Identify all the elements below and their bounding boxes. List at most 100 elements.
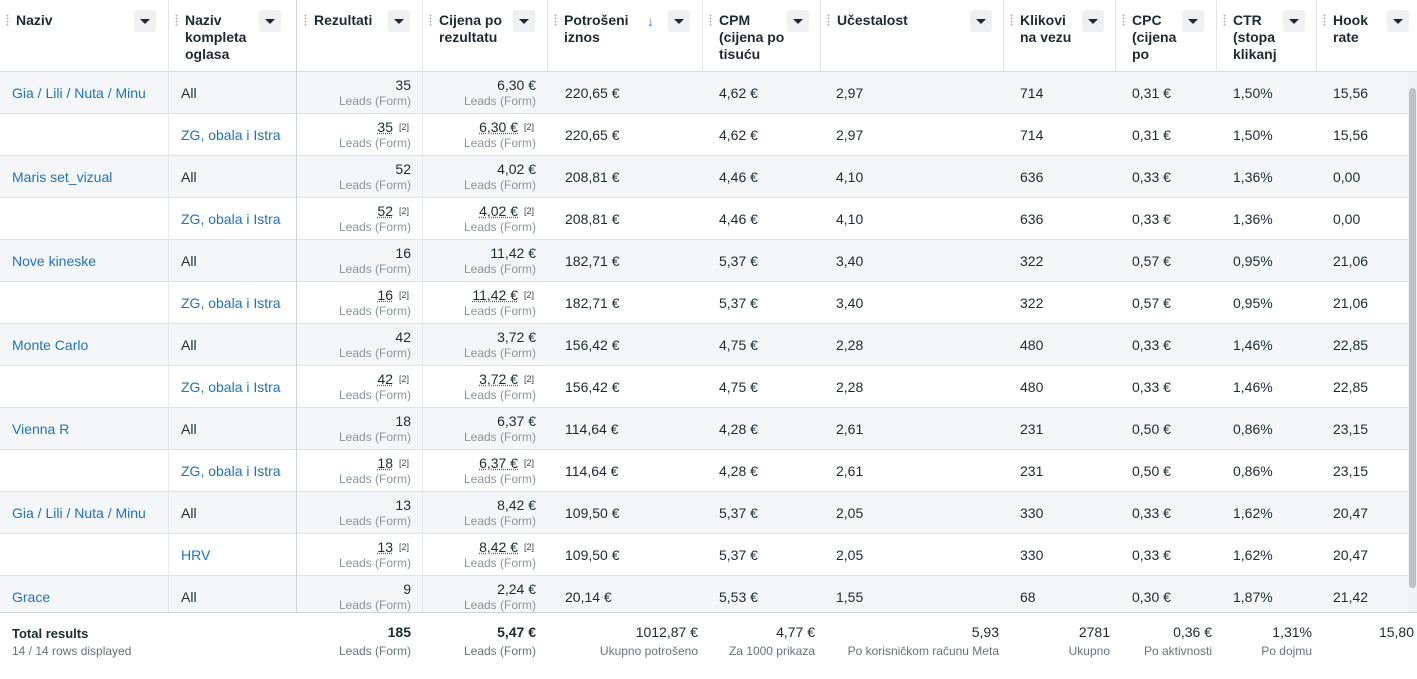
campaign-name-link[interactable]	[12, 366, 164, 408]
attribution-marker[interactable]: [2]	[524, 374, 535, 384]
chevron-down-icon[interactable]	[970, 10, 992, 32]
chevron-down-icon[interactable]	[1387, 10, 1409, 32]
adset-name[interactable]: ZG, obala i Istra	[181, 379, 281, 395]
campaign-name-link[interactable]: Maris set_vizual	[12, 169, 113, 185]
attribution-marker[interactable]: [2]	[399, 458, 410, 468]
table-row[interactable]: Grace All 9 Leads (Form) 2,24 € Leads (Form) 2…	[0, 576, 1408, 612]
adset-name[interactable]: HRV	[181, 547, 211, 563]
attribution-marker[interactable]: [2]	[399, 542, 410, 552]
drag-handle-icon[interactable]	[709, 14, 712, 27]
drag-handle-icon[interactable]	[429, 14, 432, 27]
table-row[interactable]: HRV 13 [2] Leads (Form) 8,42 € [2] Leads (Form…	[0, 534, 1408, 576]
campaign-name-link[interactable]: Nove kineske	[12, 253, 97, 269]
cpm-cell: 4,62 €	[719, 85, 758, 101]
attribution-marker[interactable]: [2]	[524, 290, 535, 300]
table-row[interactable]: Gia / Lili / Nuta / Minu All 13 Leads (Form…	[0, 492, 1408, 534]
scrollbar-thumb[interactable]	[1409, 88, 1416, 588]
campaign-name-link[interactable]	[12, 282, 164, 324]
results-sub: Leads (Form)	[338, 220, 411, 234]
table-row[interactable]: Nove kineske All 16 Leads (Form) 11,42 € Lead…	[0, 240, 1408, 282]
cpc-cell: 0,33 €	[1132, 379, 1171, 395]
column-header-ucestalost[interactable]: Učestalost	[821, 0, 1003, 72]
chevron-down-icon[interactable]	[787, 10, 809, 32]
table-row[interactable]: ZG, obala i Istra 52 [2] Leads (Form) 4,02 €…	[0, 198, 1408, 240]
drag-handle-icon[interactable]	[827, 14, 830, 27]
cpc-cell: 0,33 €	[1132, 337, 1171, 353]
attribution-marker[interactable]: [2]	[524, 206, 535, 216]
total-ctr: 1,31% Po dojmu	[1217, 623, 1312, 659]
attribution-marker[interactable]: [2]	[524, 542, 535, 552]
table-row[interactable]: ZG, obala i Istra 16 [2] Leads (Form) 11,42 …	[0, 282, 1408, 324]
results-value: 42	[377, 371, 393, 387]
column-header-potroseni-iznos[interactable]: Potrošeni iznos ↓	[548, 0, 702, 72]
table-row[interactable]: ZG, obala i Istra 35 [2] Leads (Form) 6,30 €…	[0, 114, 1408, 156]
link-clicks-cell: 480	[1020, 337, 1044, 353]
column-header-ctr[interactable]: CTR (stopa klikanj	[1217, 0, 1316, 72]
column-header-cpm[interactable]: CPM (cijena po tisuću	[703, 0, 820, 72]
drag-handle-icon[interactable]	[304, 14, 307, 27]
attribution-marker[interactable]: [2]	[399, 206, 410, 216]
chevron-down-icon[interactable]	[668, 10, 690, 32]
results-cell: 52 [2] Leads (Form)	[298, 198, 411, 240]
column-header-cpc[interactable]: CPC (cijena po	[1116, 0, 1216, 72]
total-link-clicks: 2781 Ukupno	[1004, 623, 1110, 659]
link-clicks-cell: 330	[1020, 547, 1044, 563]
chevron-down-icon[interactable]	[1082, 10, 1104, 32]
adset-name[interactable]: ZG, obala i Istra	[181, 463, 281, 479]
campaign-name-link[interactable]: Monte Carlo	[12, 337, 89, 353]
ctr-cell: 0,95%	[1233, 253, 1273, 269]
campaign-name-link[interactable]	[12, 198, 164, 240]
chevron-down-icon[interactable]	[513, 10, 535, 32]
attribution-marker[interactable]: [2]	[524, 458, 535, 468]
chevron-down-icon[interactable]	[1182, 10, 1204, 32]
column-header-klikovi[interactable]: Klikovi na vezu	[1004, 0, 1115, 72]
adset-name[interactable]: ZG, obala i Istra	[181, 295, 281, 311]
table-row[interactable]: Monte Carlo All 42 Leads (Form) 3,72 € Leads …	[0, 324, 1408, 366]
link-clicks-cell: 480	[1020, 379, 1044, 395]
adset-name: All	[181, 589, 197, 605]
drag-handle-icon[interactable]	[1122, 14, 1125, 27]
table-row[interactable]: Vienna R All 18 Leads (Form) 6,37 € Leads (Fo…	[0, 408, 1408, 450]
column-header-cijena-po-rezultatu[interactable]: Cijena po rezultatu	[423, 0, 547, 72]
table-row[interactable]: ZG, obala i Istra 42 [2] Leads (Form) 3,72 €…	[0, 366, 1408, 408]
adset-name[interactable]: ZG, obala i Istra	[181, 211, 281, 227]
campaign-name-link[interactable]: Gia / Lili / Nuta / Minu	[12, 85, 146, 101]
drag-handle-icon[interactable]	[1223, 14, 1226, 27]
campaign-name-link[interactable]: Grace	[12, 589, 51, 605]
hook-rate-cell: 20,47	[1333, 505, 1369, 521]
chevron-down-icon[interactable]	[259, 10, 281, 32]
campaign-name-link[interactable]	[12, 450, 164, 492]
chevron-down-icon[interactable]	[388, 10, 410, 32]
chevron-down-icon[interactable]	[1283, 10, 1305, 32]
drag-handle-icon[interactable]	[554, 14, 557, 27]
campaign-name-link[interactable]	[12, 114, 164, 156]
chevron-down-icon[interactable]	[134, 10, 156, 32]
column-header-rezultati[interactable]: Rezultati	[298, 0, 422, 72]
cpr-value: 8,42 €	[497, 497, 536, 513]
vertical-scrollbar[interactable]	[1408, 72, 1417, 612]
adset-name[interactable]: ZG, obala i Istra	[181, 127, 281, 143]
cpr-sub: Leads (Form)	[463, 304, 536, 318]
column-header-hook-rate[interactable]: Hook rate	[1317, 0, 1417, 72]
campaign-name-link[interactable]: Gia / Lili / Nuta / Minu	[12, 505, 146, 521]
attribution-marker[interactable]: [2]	[524, 122, 535, 132]
attribution-marker[interactable]: [2]	[399, 122, 410, 132]
attribution-marker[interactable]: [2]	[399, 290, 410, 300]
column-header-naziv-kompleta[interactable]: Naziv kompleta oglasa	[169, 0, 269, 72]
drag-handle-icon[interactable]	[6, 14, 9, 27]
drag-handle-icon[interactable]	[1323, 14, 1326, 27]
cpm-cell: 5,37 €	[719, 253, 758, 269]
results-cell: 18 Leads (Form)	[298, 408, 411, 450]
campaign-name-link[interactable]	[12, 534, 164, 576]
table-row[interactable]: Gia / Lili / Nuta / Minu All 35 Leads (Form…	[0, 72, 1408, 114]
column-header-naziv[interactable]: Naziv	[0, 0, 168, 72]
drag-handle-icon[interactable]	[175, 14, 178, 27]
drag-handle-icon[interactable]	[1010, 14, 1013, 27]
sort-descending-icon[interactable]: ↓	[647, 14, 654, 29]
table-row[interactable]: ZG, obala i Istra 18 [2] Leads (Form) 6,37 €…	[0, 450, 1408, 492]
attribution-marker[interactable]: [2]	[399, 374, 410, 384]
cpr-sub: Leads (Form)	[463, 94, 536, 108]
results-sub: Leads (Form)	[338, 178, 411, 192]
campaign-name-link[interactable]: Vienna R	[12, 421, 70, 437]
table-row[interactable]: Maris set_vizual All 52 Leads (Form) 4,02 € L…	[0, 156, 1408, 198]
